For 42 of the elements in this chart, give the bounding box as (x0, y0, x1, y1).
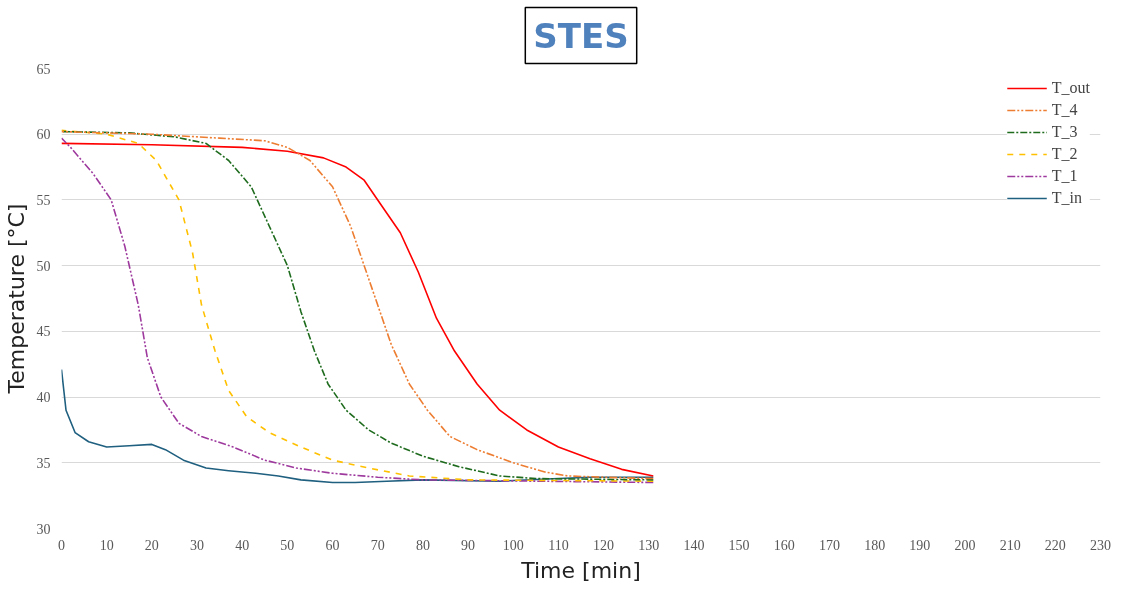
x-tick-label: 210 (999, 537, 1021, 553)
y-tick-label: 60 (36, 127, 51, 143)
y-tick-label: 65 (36, 61, 51, 77)
legend-label: T_2 (1051, 145, 1078, 163)
x-tick-label: 150 (728, 537, 750, 553)
x-tick-label: 190 (909, 537, 931, 553)
legend-label: T_in (1051, 189, 1082, 207)
x-tick-label: 90 (461, 537, 476, 553)
legend-label: T_3 (1051, 123, 1078, 141)
x-tick-label: 220 (1044, 537, 1066, 553)
x-tick-label: 120 (593, 537, 615, 553)
legend-label: T_out (1051, 79, 1090, 97)
x-tick-label: 100 (502, 537, 524, 553)
x-axis-title: Time [min] (520, 557, 641, 583)
x-tick-label: 130 (638, 537, 660, 553)
legend-label: T_1 (1051, 167, 1078, 185)
x-tick-label: 10 (99, 537, 114, 553)
x-tick-label: 60 (325, 537, 340, 553)
x-tick-label: 30 (190, 537, 205, 553)
x-tick-label: 230 (1090, 537, 1111, 553)
y-tick-label: 45 (36, 324, 51, 340)
x-tick-label: 180 (864, 537, 886, 553)
x-tick-label: 160 (773, 537, 795, 553)
x-tick-label: 40 (235, 537, 250, 553)
x-tick-label: 50 (280, 537, 295, 553)
y-tick-label: 35 (36, 455, 51, 471)
chart-title: STES (533, 15, 629, 56)
y-tick-label: 40 (36, 390, 51, 406)
x-tick-label: 80 (415, 537, 430, 553)
x-tick-label: 0 (58, 537, 65, 553)
x-tick-label: 200 (954, 537, 976, 553)
y-tick-label: 55 (36, 192, 51, 208)
y-tick-label: 30 (36, 521, 51, 537)
line-series (61, 368, 655, 484)
x-tick-label: 20 (144, 537, 159, 553)
y-axis-title: Temperature [°C] (3, 203, 29, 395)
y-tick-label: 50 (36, 258, 51, 274)
x-tick-label: 70 (370, 537, 385, 553)
legend-label: T_4 (1051, 101, 1078, 119)
x-tick-label: 110 (548, 537, 569, 553)
x-tick-label: 140 (683, 537, 705, 553)
x-tick-label: 170 (818, 537, 840, 553)
